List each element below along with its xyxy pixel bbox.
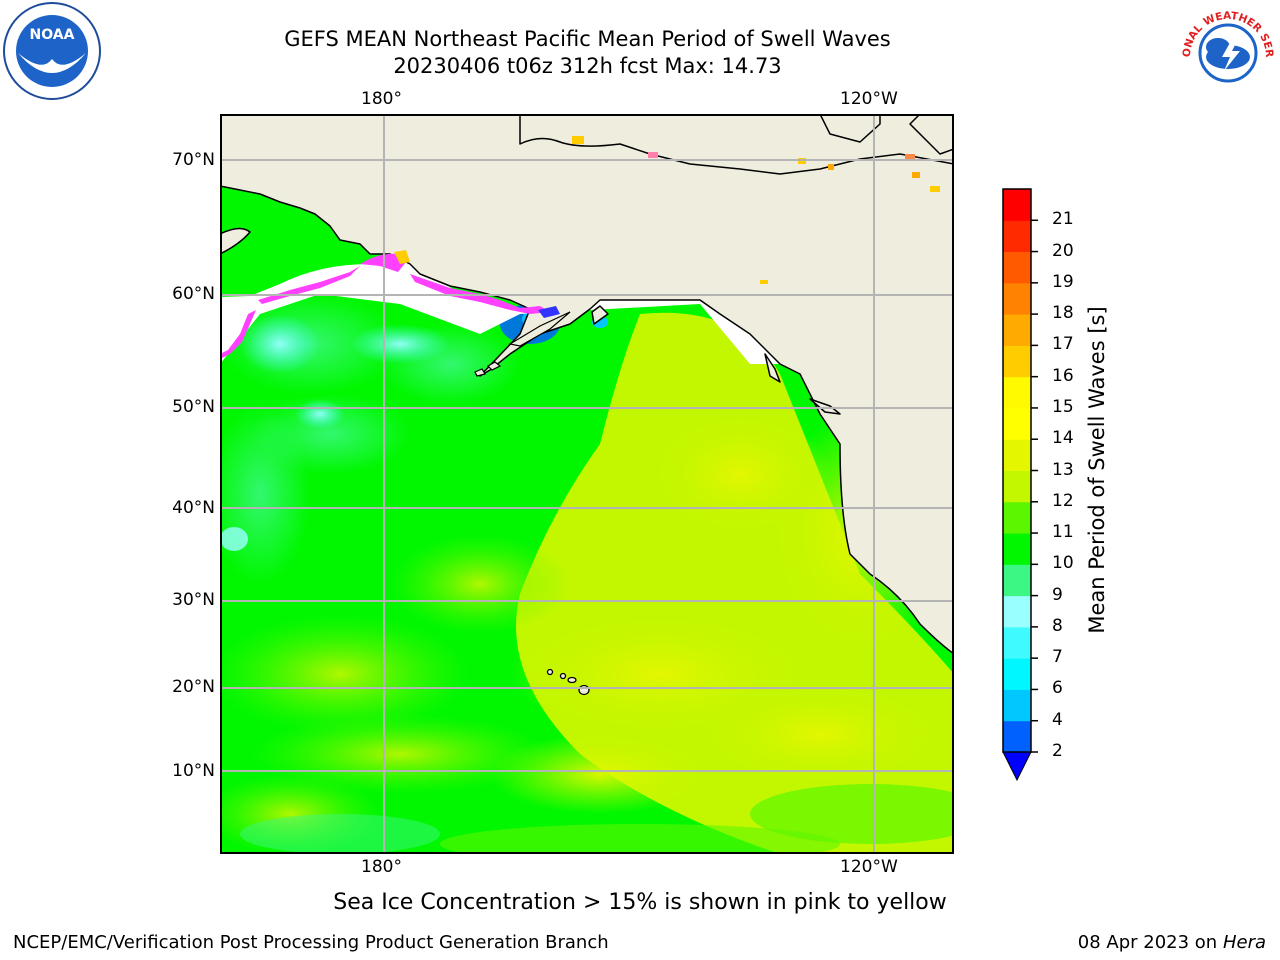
colorbar-level-label: 11 xyxy=(1052,522,1074,543)
colorbar-swatch xyxy=(1003,595,1031,628)
colorbar-level-label: 20 xyxy=(1052,240,1074,261)
colorbar-swatch xyxy=(1003,501,1031,534)
colorbar-swatch xyxy=(1003,314,1031,346)
graticule xyxy=(220,114,954,854)
colorbar-level-label: 21 xyxy=(1052,209,1074,230)
footer-date: 08 Apr 2023 on Hera xyxy=(1078,932,1266,953)
colorbar-swatch xyxy=(1003,533,1031,565)
colorbar-level-label: 4 xyxy=(1052,709,1063,730)
colorbar xyxy=(1002,188,1038,782)
colorbar-level-label: 15 xyxy=(1052,396,1074,417)
colorbar-swatch xyxy=(1003,658,1031,690)
colorbar-swatch xyxy=(1003,376,1031,409)
map-border xyxy=(220,114,954,854)
colorbar-swatch xyxy=(1003,282,1031,315)
colorbar-level-label: 10 xyxy=(1052,553,1074,574)
colorbar-swatch xyxy=(1003,720,1031,753)
colorbar-ticks xyxy=(1031,219,1038,753)
lon-label-120w-top: 120°W xyxy=(840,89,898,109)
colorbar-level-label: 6 xyxy=(1052,678,1063,699)
sea-ice-note: Sea Ice Concentration > 15% is shown in … xyxy=(333,890,947,915)
colorbar-level-label: 19 xyxy=(1052,271,1074,292)
colorbar-level-label: 14 xyxy=(1052,428,1074,449)
colorbar-level-label: 18 xyxy=(1052,303,1074,324)
colorbar-swatch xyxy=(1003,439,1031,471)
colorbar-level-label: 8 xyxy=(1052,615,1063,636)
noaa-logo: NOAA xyxy=(3,2,101,100)
lat-label-50n: 50°N xyxy=(172,397,215,417)
colorbar-under-arrow xyxy=(1002,751,1032,782)
colorbar-swatch xyxy=(1003,626,1031,659)
lon-label-120w-bottom: 120°W xyxy=(840,857,898,877)
colorbar-level-label: 12 xyxy=(1052,490,1074,511)
colorbar-swatches xyxy=(1003,189,1031,753)
noaa-logo-text: NOAA xyxy=(30,27,75,43)
colorbar-level-label: 17 xyxy=(1052,334,1074,355)
colorbar-swatch xyxy=(1003,189,1031,221)
colorbar-title: Mean Period of Swell Waves [s] xyxy=(1085,306,1109,634)
chart-title: GEFS MEAN Northeast Pacific Mean Period … xyxy=(0,26,1175,80)
sea-ice-area xyxy=(220,254,780,364)
lat-label-10n: 10°N xyxy=(172,761,215,781)
colorbar-level-label: 7 xyxy=(1052,647,1063,668)
map-panel xyxy=(220,114,954,854)
colorbar-level-label: 16 xyxy=(1052,365,1074,386)
title-line-1: GEFS MEAN Northeast Pacific Mean Period … xyxy=(284,27,891,51)
lon-label-180-bottom: 180° xyxy=(361,857,402,877)
colorbar-swatch xyxy=(1003,220,1031,253)
colorbar-swatch xyxy=(1003,407,1031,440)
lon-label-180-top: 180° xyxy=(361,89,402,109)
aleutian-islands xyxy=(474,311,571,377)
footer-date-text: 08 Apr 2023 on xyxy=(1077,932,1218,953)
lat-label-70n: 70°N xyxy=(172,150,215,170)
colorbar-swatch xyxy=(1003,564,1031,597)
footer-system: Hera xyxy=(1222,932,1266,953)
colorbar-level-label: 9 xyxy=(1052,584,1063,605)
colorbar-level-label: 2 xyxy=(1052,741,1063,761)
colorbar-swatch xyxy=(1003,345,1031,378)
colorbar-swatch xyxy=(1003,470,1031,503)
lat-label-30n: 30°N xyxy=(172,590,215,610)
colorbar-swatch xyxy=(1003,251,1031,284)
lat-label-20n: 20°N xyxy=(172,677,215,697)
footer-credit: NCEP/EMC/Verification Post Processing Pr… xyxy=(13,932,609,953)
lat-label-60n: 60°N xyxy=(172,284,215,304)
colorbar-swatch xyxy=(1003,689,1031,722)
lat-label-40n: 40°N xyxy=(172,498,215,518)
title-line-2: 20230406 t06z 312h fcst Max: 14.73 xyxy=(393,54,782,78)
colorbar-level-label: 13 xyxy=(1052,459,1074,480)
nws-logo: NATIONAL WEATHER SERVICE xyxy=(1178,1,1275,98)
